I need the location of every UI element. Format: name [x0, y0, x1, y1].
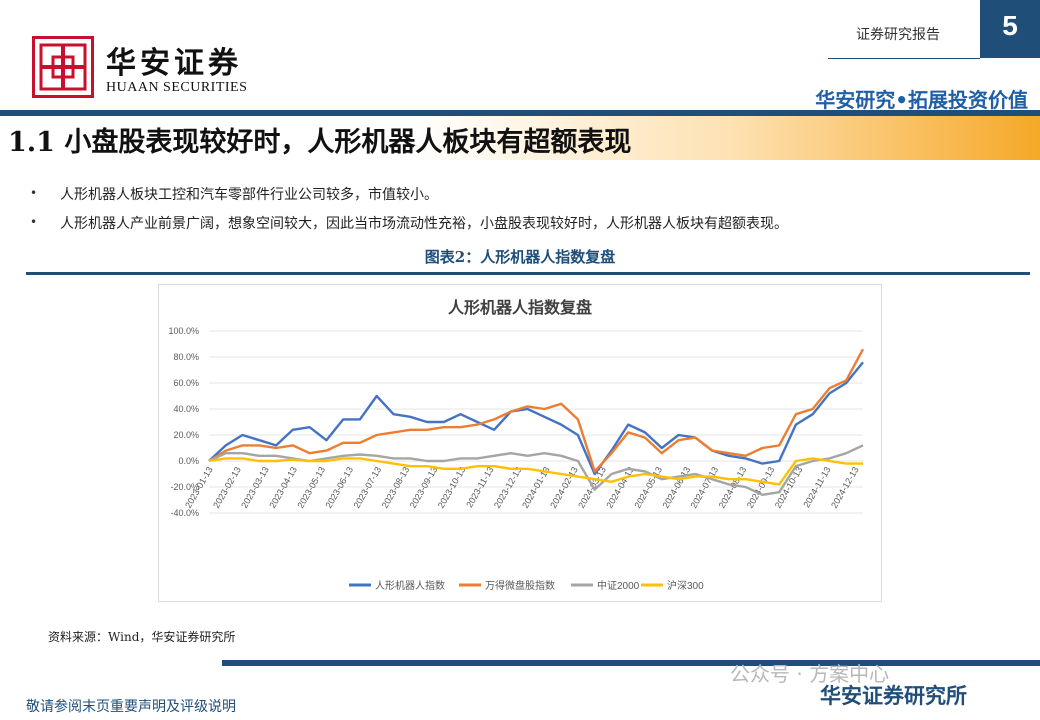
y-tick-label: -20.0%	[170, 482, 199, 492]
logo-mark	[32, 36, 94, 98]
report-label: 证券研究报告	[856, 27, 940, 43]
y-tick-label: 40.0%	[173, 404, 199, 414]
y-tick-label: 60.0%	[173, 378, 199, 388]
watermark: 公众号 · 方案中心	[730, 662, 890, 686]
chart-svg: 人形机器人指数复盘 100.0% 80.0% 60.0% 40.0% 20.0% 0.0%…	[168, 298, 865, 592]
y-tick-label: 80.0%	[173, 352, 199, 362]
bullet-dot-icon: •	[30, 215, 38, 229]
y-axis: 100.0% 80.0% 60.0% 40.0% 20.0% 0.0% -20.0% -40.…	[168, 326, 199, 518]
figure-rule	[26, 272, 1030, 275]
bullet-dot-icon: •	[30, 186, 38, 200]
chart-frame: 人形机器人指数复盘 100.0% 80.0% 60.0% 40.0% 20.0% 0.0%…	[158, 284, 882, 602]
page-number: 5	[1002, 10, 1018, 41]
page-number-box	[980, 0, 1040, 58]
source-note: 资料来源：Wind，华安证券研究所	[48, 630, 236, 644]
header-bar	[0, 110, 1040, 116]
y-tick-label: 100.0%	[168, 326, 199, 336]
footer-rule	[222, 660, 1040, 666]
legend-label: 人形机器人指数	[375, 579, 445, 592]
figure-caption: 图表2：人形机器人指数复盘	[424, 248, 616, 266]
series-line-1	[208, 361, 864, 476]
series-line-3	[208, 444, 864, 497]
y-tick-label: -40.0%	[170, 508, 199, 518]
footer-brand: 华安证券研究所	[820, 684, 967, 708]
legend-label: 沪深300	[667, 579, 704, 592]
title-band	[0, 116, 1040, 160]
legend-label: 万得微盘股指数	[485, 579, 555, 592]
bullet-text-2: 人形机器人产业前景广阔，想象空间较大，因此当市场流动性充裕，小盘股表现较好时，人…	[60, 216, 788, 232]
section-title: 1.1 小盘股表现较好时，人形机器人板块有超额表现	[8, 127, 632, 158]
header-divider	[828, 58, 980, 59]
logo-text-en: HUAAN SECURITIES	[106, 80, 248, 95]
logo-emblem-icon	[39, 43, 87, 91]
chart-title: 人形机器人指数复盘	[448, 298, 592, 317]
chart-legend: 人形机器人指数 万得微盘股指数 中证2000 沪深300	[349, 579, 704, 592]
bullet-text-1: 人形机器人板块工控和汽车零部件行业公司较多，市值较小。	[60, 187, 438, 203]
series-line-4	[208, 457, 863, 486]
y-tick-label: 0.0%	[178, 456, 199, 466]
logo-text-cn: 华安证券	[106, 46, 242, 81]
slogan: 华安研究•拓展投资价值	[815, 88, 1028, 112]
disclaimer-link[interactable]: 敬请参阅末页重要声明及评级说明	[26, 699, 236, 715]
chart-lines	[208, 348, 865, 497]
series-line-2	[208, 348, 865, 473]
legend-label: 中证2000	[597, 579, 640, 592]
y-tick-label: 20.0%	[173, 430, 199, 440]
